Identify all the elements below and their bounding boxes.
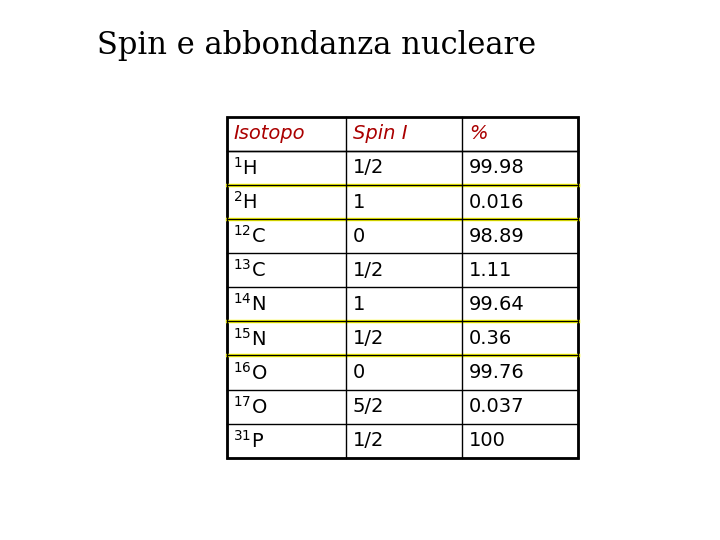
Text: 1/2: 1/2	[353, 261, 384, 280]
Text: 0: 0	[353, 227, 365, 246]
Text: $^{31}$P: $^{31}$P	[233, 430, 264, 451]
Text: $^{14}$N: $^{14}$N	[233, 293, 266, 315]
Text: 1: 1	[353, 193, 365, 212]
Text: $^{12}$C: $^{12}$C	[233, 225, 266, 247]
Text: 0: 0	[353, 363, 365, 382]
Text: 1: 1	[353, 295, 365, 314]
Text: 1/2: 1/2	[353, 329, 384, 348]
Text: $^{17}$O: $^{17}$O	[233, 396, 268, 417]
Text: 1/2: 1/2	[353, 431, 384, 450]
Text: Isotopo: Isotopo	[233, 124, 305, 143]
Text: 1.11: 1.11	[469, 261, 513, 280]
Text: $^{15}$N: $^{15}$N	[233, 327, 266, 349]
Text: 5/2: 5/2	[353, 397, 384, 416]
Text: $^{1}$H: $^{1}$H	[233, 157, 258, 179]
Text: %: %	[469, 124, 487, 143]
Text: $^{2}$H: $^{2}$H	[233, 191, 258, 213]
Text: Spin e abbondanza nucleare: Spin e abbondanza nucleare	[97, 30, 536, 60]
Text: 99.98: 99.98	[469, 158, 525, 178]
Text: 0.037: 0.037	[469, 397, 524, 416]
Text: $^{16}$O: $^{16}$O	[233, 362, 268, 383]
Text: 98.89: 98.89	[469, 227, 525, 246]
Text: 100: 100	[469, 431, 506, 450]
Text: Spin I: Spin I	[353, 124, 408, 143]
Text: $^{13}$C: $^{13}$C	[233, 259, 266, 281]
Text: 0.36: 0.36	[469, 329, 512, 348]
Text: 99.76: 99.76	[469, 363, 525, 382]
Text: 1/2: 1/2	[353, 158, 384, 178]
Text: 99.64: 99.64	[469, 295, 525, 314]
Text: 0.016: 0.016	[469, 193, 524, 212]
Bar	[227, 117, 578, 458]
